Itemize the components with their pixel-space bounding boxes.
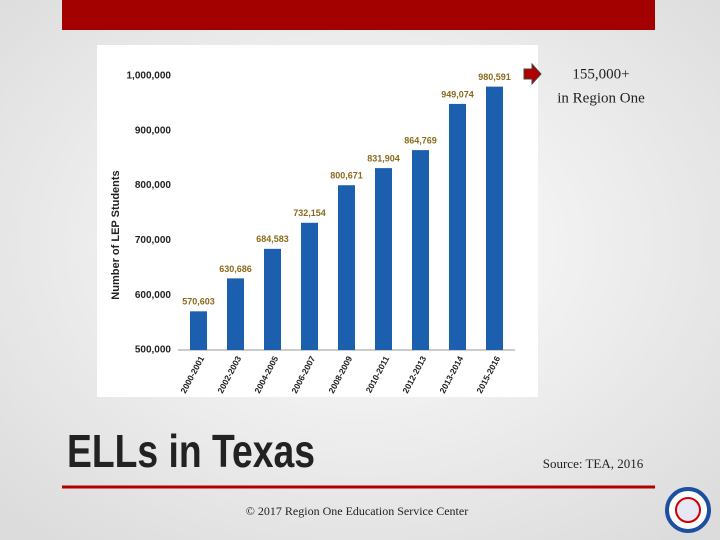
y-axis-label: Number of LEP Students: [110, 170, 122, 299]
value-label: 684,583: [256, 234, 289, 244]
bar: [485, 86, 504, 350]
bar: [226, 278, 245, 350]
y-tick-label: 900,000: [135, 125, 172, 136]
value-label: 732,154: [293, 208, 326, 218]
y-tick-label: 500,000: [135, 345, 172, 356]
value-label: 864,769: [404, 135, 437, 145]
bar: [189, 311, 208, 350]
value-label: 949,074: [441, 89, 474, 99]
callout-arrow: [523, 62, 542, 86]
y-tick-label: 800,000: [135, 180, 172, 191]
header-bar: [62, 0, 655, 30]
bar: [374, 168, 393, 350]
bar: [411, 150, 430, 350]
logo: [665, 487, 711, 533]
y-tick-label: 700,000: [135, 235, 172, 246]
bar: [337, 185, 356, 350]
footer: © 2017 Region One Education Service Cent…: [246, 504, 468, 518]
y-tick-label: 1,000,000: [127, 71, 172, 82]
bar: [448, 103, 467, 351]
value-label: 831,904: [367, 153, 400, 163]
callout-line: in Region One: [557, 90, 645, 106]
callout-line: 155,000+: [572, 66, 629, 82]
bar: [300, 222, 319, 350]
value-label: 630,686: [219, 264, 252, 274]
slide-title: ELLs in Texas: [67, 425, 315, 477]
bar: [263, 248, 282, 350]
source: Source: TEA, 2016: [543, 456, 644, 471]
value-label: 800,671: [330, 171, 363, 181]
value-label: 980,591: [478, 72, 511, 82]
y-tick-label: 600,000: [135, 290, 172, 301]
value-label: 570,603: [182, 297, 215, 307]
